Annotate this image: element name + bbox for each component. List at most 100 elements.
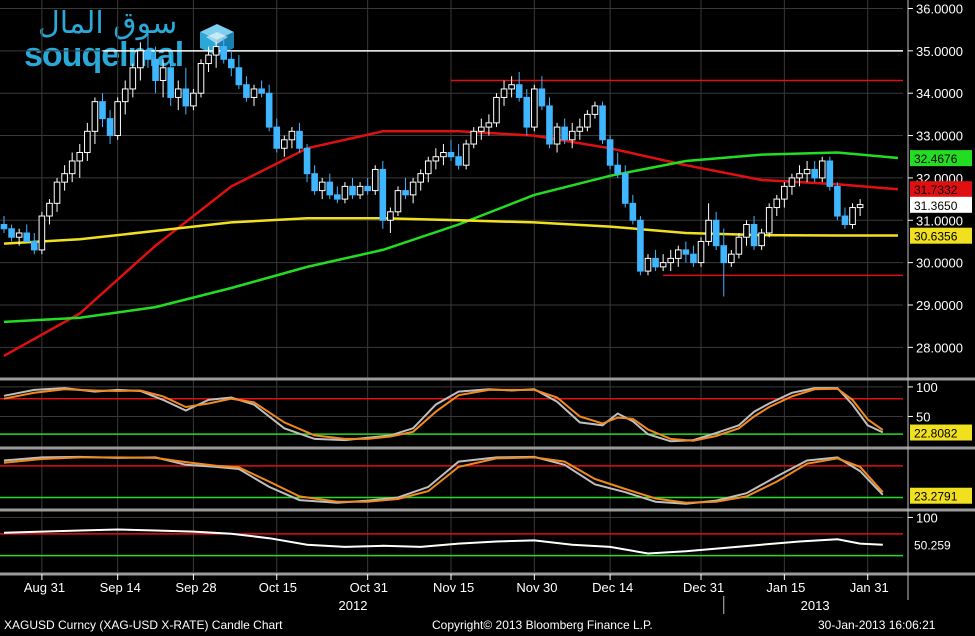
price-y-tick-label: 36.0000 — [916, 1, 963, 16]
price-y-tick-label: 33.0000 — [916, 129, 963, 144]
candle-body — [841, 215, 849, 226]
candle-body — [417, 173, 424, 183]
candle-body — [849, 207, 856, 226]
stochastic-2-series-1 — [3, 455, 884, 505]
candle-body — [190, 92, 197, 107]
candle-body — [349, 185, 356, 196]
candle-body — [303, 147, 311, 175]
x-tick-label: Aug 31 — [24, 580, 65, 595]
candle-body — [561, 126, 568, 141]
x-tick-label: Nov 30 — [516, 580, 557, 595]
candle-body — [796, 173, 803, 179]
candle-body — [659, 262, 667, 268]
price-y-tick-label: 30.0000 — [916, 256, 963, 271]
candle-body — [652, 257, 659, 268]
candle-body — [99, 101, 106, 120]
candle-body — [250, 88, 258, 98]
moving-average-2 — [3, 151, 899, 324]
candle-body — [523, 96, 531, 128]
candle-body — [387, 211, 394, 221]
candle-body — [584, 113, 591, 128]
price-y-tick-label: 35.0000 — [916, 44, 963, 59]
candle-body — [644, 257, 652, 272]
candle-body — [129, 67, 137, 90]
x-tick-label: Jan 15 — [766, 580, 805, 595]
candle-body — [493, 96, 500, 124]
candle-body — [8, 228, 15, 238]
last-value-label-1: 32.4676 — [914, 152, 958, 166]
candle-body — [667, 257, 675, 264]
logo-arabic-text: سوق المال — [38, 6, 178, 41]
candle-body — [91, 101, 99, 132]
stochastic-1-y-tick-label: 100 — [916, 380, 938, 395]
candle-body — [728, 253, 735, 264]
candle-body — [531, 88, 538, 128]
candle-body — [781, 185, 788, 200]
x-tick-label: Oct 15 — [259, 580, 297, 595]
footer: XAGUSD Curncy (XAG-USD X-RATE) Candle Ch… — [0, 616, 975, 636]
x-tick-label: Jan 31 — [850, 580, 889, 595]
candle-body — [818, 160, 826, 179]
candle-body — [614, 164, 621, 175]
candle-body — [258, 88, 265, 94]
candle-body — [553, 126, 561, 145]
price-y-tick-label: 28.0000 — [916, 340, 963, 355]
candle-body — [318, 181, 326, 192]
last-value-label-4-box — [910, 227, 972, 244]
price-y-tick-label: 31.0000 — [916, 213, 963, 228]
candle-body — [803, 168, 811, 175]
rsi-series-1 — [3, 528, 883, 555]
candle-body — [121, 88, 129, 103]
candle-body — [68, 160, 76, 175]
candle-body — [356, 185, 364, 196]
candle-body — [424, 160, 432, 175]
price-y-tick-label: 29.0000 — [916, 298, 963, 313]
candle-body — [235, 67, 243, 86]
candle-body — [455, 156, 462, 166]
candle-body — [15, 232, 23, 238]
candle-body — [174, 88, 182, 98]
x-tick-label: Sep 14 — [100, 580, 141, 595]
period-label: 2013 — [801, 598, 830, 613]
logo-cube-icon — [200, 24, 234, 56]
candle-body — [197, 63, 205, 94]
candle-body — [61, 173, 68, 183]
candle-body — [273, 126, 281, 149]
candle-body — [402, 190, 409, 196]
stochastic-1-series-1 — [3, 387, 884, 443]
x-tick-label: Sep 28 — [175, 580, 216, 595]
candle-body — [364, 185, 371, 192]
candle-body — [265, 92, 273, 128]
candle-body — [834, 185, 841, 217]
candle-body — [773, 198, 781, 209]
candle-body — [515, 84, 523, 98]
last-value-label-2-box — [910, 181, 972, 198]
copyright-label: Copyright© 2013 Bloomberg Finance L.P. — [432, 618, 653, 632]
candle-body — [0, 224, 8, 230]
candle-body — [137, 50, 144, 69]
candle-body — [440, 151, 447, 158]
rsi-last-value-box — [910, 536, 972, 553]
rsi-last-value-label: 50.259 — [914, 539, 951, 553]
last-value-label-3: 31.3650 — [914, 199, 958, 213]
candle-body — [227, 58, 235, 69]
price-chart: 36.000035.000034.000033.000032.000031.00… — [0, 0, 975, 614]
candle-body — [788, 177, 796, 187]
candle-body — [46, 202, 53, 217]
candle-body — [212, 46, 220, 56]
period-label: 2012 — [339, 598, 368, 613]
candle-body — [743, 224, 750, 238]
candle-body — [682, 249, 690, 255]
candle-body — [23, 232, 31, 242]
candle-body — [205, 54, 212, 65]
candle-body — [394, 190, 402, 213]
stochastic-1-y-tick-label: 50 — [916, 409, 930, 424]
candle-body — [697, 240, 705, 264]
candle-body — [220, 46, 228, 60]
candle-body — [621, 173, 629, 204]
x-tick-label: Dec 31 — [683, 580, 724, 595]
candle-body — [568, 130, 576, 141]
candle-body — [591, 105, 599, 115]
candle-body — [546, 105, 553, 145]
candle-body — [750, 224, 758, 247]
